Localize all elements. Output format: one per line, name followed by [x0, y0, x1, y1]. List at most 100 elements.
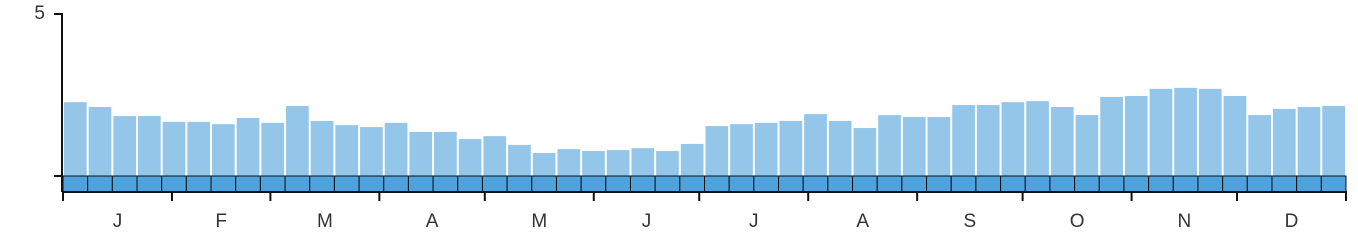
- bar: [705, 126, 729, 176]
- strip-cell: [827, 175, 854, 193]
- strip-cell: [1098, 175, 1125, 193]
- bar: [582, 151, 605, 176]
- strip-cell: [555, 175, 582, 193]
- bar: [853, 128, 877, 176]
- bar: [458, 139, 482, 176]
- bar: [656, 151, 679, 176]
- strip-cell: [87, 175, 113, 193]
- x-tick-label: F: [215, 211, 227, 232]
- bar: [1100, 96, 1123, 176]
- bar: [236, 118, 260, 176]
- bar: [532, 152, 556, 176]
- bar: [113, 116, 137, 176]
- bar: [335, 125, 359, 176]
- bar: [310, 120, 334, 176]
- strip-cell: [358, 175, 385, 193]
- x-tick-label: A: [426, 211, 439, 232]
- strip-cell: [111, 175, 138, 193]
- strip-cell: [1246, 175, 1273, 193]
- strip-cell: [62, 175, 89, 193]
- bar: [360, 127, 383, 176]
- bar: [631, 148, 655, 176]
- bar: [483, 136, 507, 176]
- strip-cell: [1000, 175, 1026, 193]
- strip-cell: [1172, 175, 1199, 193]
- strip-cell: [309, 175, 335, 193]
- strip-cell: [950, 175, 977, 193]
- strip-cell: [901, 175, 928, 193]
- strip-cell: [1074, 175, 1100, 193]
- bar: [1075, 115, 1099, 176]
- x-tick-label: J: [642, 211, 652, 232]
- strip-cell: [481, 175, 508, 193]
- bar: [1026, 101, 1049, 176]
- bar: [1297, 106, 1321, 176]
- bar: [138, 116, 161, 176]
- strip-cell: [383, 175, 409, 193]
- strip-cell: [975, 175, 1002, 193]
- strip-cell: [704, 175, 730, 193]
- y-tick-label: 5: [34, 3, 45, 24]
- bar: [64, 102, 87, 176]
- x-tick-label: N: [1177, 211, 1191, 232]
- bar: [187, 121, 211, 176]
- strip-cell: [679, 175, 705, 193]
- strip-cell: [852, 175, 878, 193]
- strip-cell: [605, 175, 631, 193]
- strip-cell: [629, 175, 656, 193]
- x-tick-label: O: [1070, 211, 1085, 232]
- x-tick-label: J: [113, 211, 123, 232]
- bar: [88, 106, 112, 176]
- strip-cell: [333, 175, 360, 193]
- bar: [1248, 115, 1271, 176]
- bar: [508, 144, 531, 176]
- bar: [1223, 95, 1247, 176]
- bar: [1124, 95, 1148, 176]
- bar: [1272, 108, 1296, 176]
- strip-cell: [778, 175, 804, 193]
- bar: [1174, 87, 1197, 176]
- x-tick-label: S: [964, 211, 977, 232]
- strip-cell: [284, 175, 311, 193]
- strip-cell: [654, 175, 681, 193]
- bar: [828, 120, 852, 176]
- bar: [878, 115, 901, 176]
- strip-cell: [802, 175, 829, 193]
- strip-cell: [432, 175, 459, 193]
- strip-cell: [185, 175, 212, 193]
- bar: [557, 149, 581, 176]
- strip-cell: [1148, 175, 1174, 193]
- bar: [1050, 106, 1074, 176]
- bar: [1198, 88, 1222, 176]
- strip-cell: [1271, 175, 1298, 193]
- bar: [1001, 102, 1025, 176]
- x-tick-label: M: [317, 211, 333, 232]
- strip-cell: [259, 175, 286, 193]
- strip-cell: [235, 175, 261, 193]
- bar: [779, 120, 803, 176]
- strip-cell: [926, 175, 952, 193]
- strip-cell: [728, 175, 755, 193]
- bar: [754, 122, 778, 176]
- strip-cell: [753, 175, 780, 193]
- strip-cell: [580, 175, 607, 193]
- x-tick-label: M: [531, 211, 547, 232]
- strip-cell: [407, 175, 434, 193]
- strip-cell: [1320, 175, 1347, 193]
- x-tick-label: D: [1285, 211, 1299, 232]
- bar: [384, 122, 408, 176]
- bar: [1149, 88, 1173, 176]
- bar: [434, 131, 457, 176]
- bar: [804, 114, 827, 176]
- bar: [680, 143, 704, 176]
- bar: [212, 124, 235, 176]
- bar: [261, 122, 285, 176]
- strip-cell: [531, 175, 557, 193]
- bar: [409, 131, 433, 176]
- bar: [952, 105, 975, 176]
- strip-cell: [161, 175, 187, 193]
- bar: [730, 124, 753, 176]
- strip-cell: [1222, 175, 1248, 193]
- bar: [927, 117, 951, 176]
